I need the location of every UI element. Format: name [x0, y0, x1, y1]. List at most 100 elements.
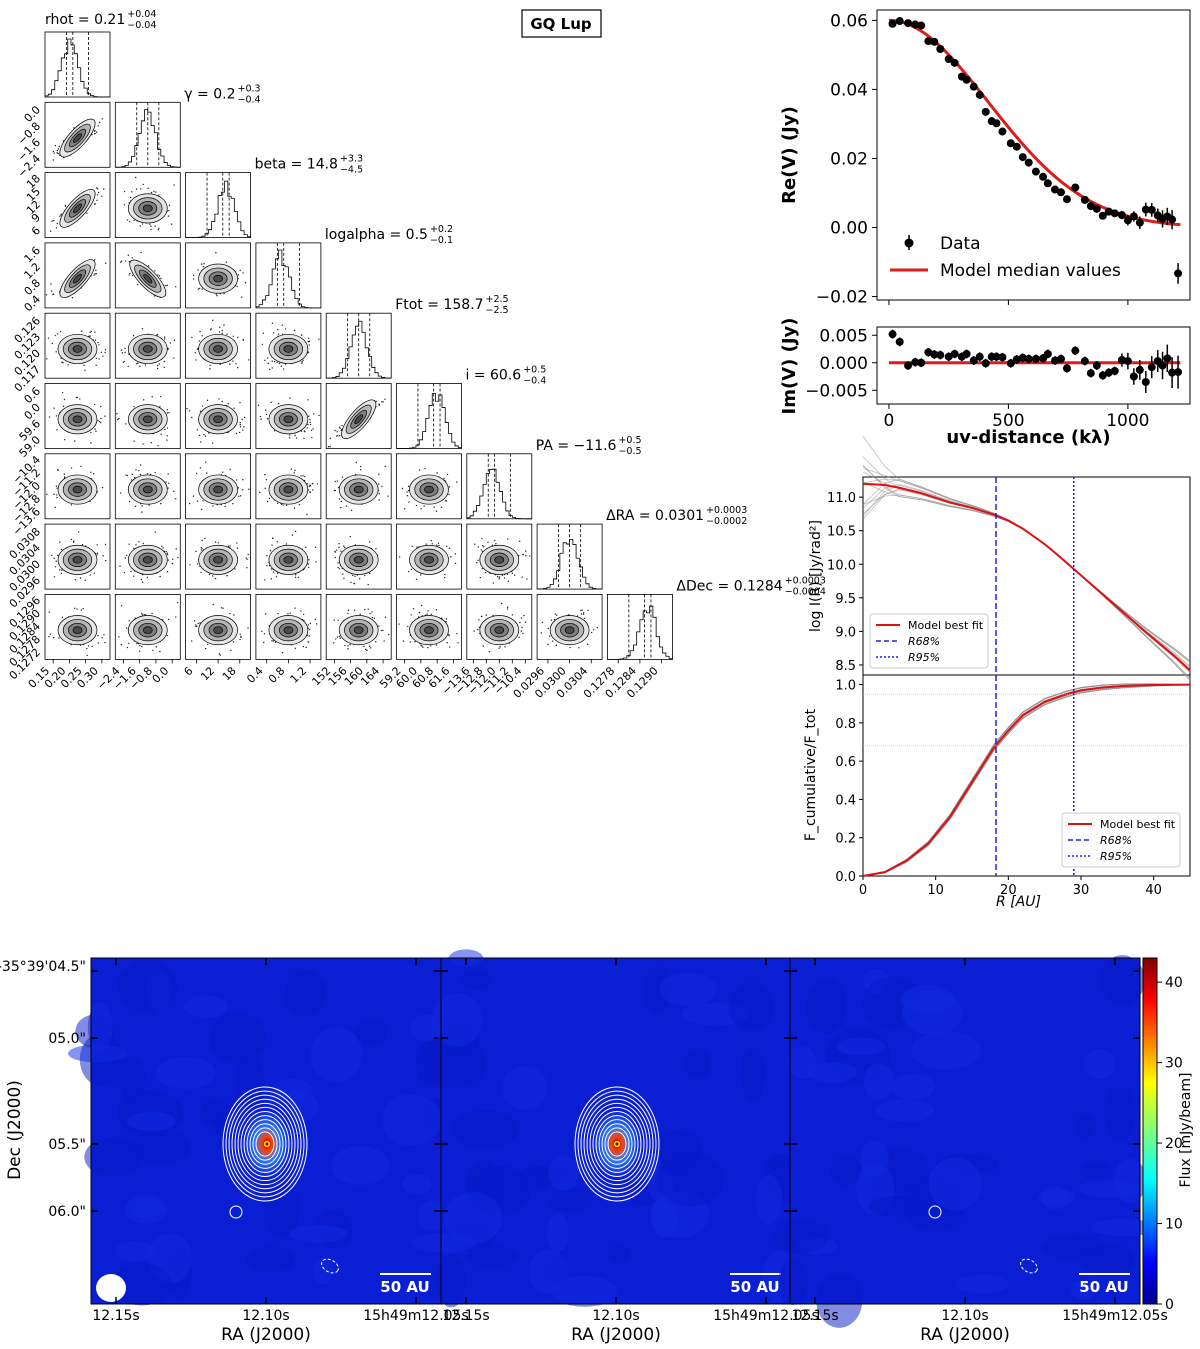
- sample-point: [77, 397, 78, 398]
- contour-level: [284, 416, 293, 423]
- sample-point: [266, 479, 267, 480]
- logI-legend-r68-label: R68%: [908, 635, 940, 648]
- im-data-point: [1111, 367, 1119, 375]
- im-data-point: [1025, 355, 1033, 363]
- sample-point: [189, 410, 190, 411]
- sample-point: [82, 544, 83, 545]
- sample-point: [303, 646, 304, 647]
- colorbar: [1143, 958, 1157, 1304]
- sample-point: [96, 187, 97, 188]
- sample-point: [228, 546, 229, 547]
- contour-level: [424, 556, 433, 563]
- sample-point: [236, 542, 237, 543]
- sample-point: [581, 613, 582, 614]
- im-data-point: [1159, 362, 1167, 370]
- sample-point: [126, 555, 127, 556]
- sample-point: [382, 630, 383, 631]
- sample-point: [125, 423, 126, 424]
- contour-logalpha-vs-Ftot: [256, 313, 321, 378]
- sample-point: [294, 330, 295, 331]
- sample-point: [173, 357, 174, 358]
- contour-rhot-vs-logalpha: [45, 243, 110, 308]
- sample-point: [414, 641, 415, 642]
- re-data-point: [976, 91, 984, 99]
- sample-point: [290, 613, 291, 614]
- sample-point: [444, 577, 445, 578]
- contour-gamma-vs-PA: [115, 454, 180, 519]
- sample-point: [363, 646, 364, 647]
- sample-point: [307, 399, 308, 400]
- sample-point: [497, 576, 498, 577]
- sample-point: [448, 494, 449, 495]
- sample-point: [194, 620, 195, 621]
- sample-point: [147, 473, 148, 474]
- sample-point: [58, 470, 59, 471]
- sample-point: [119, 566, 120, 567]
- sample-point: [221, 607, 222, 608]
- noise-patch: [467, 1246, 518, 1267]
- sample-point: [167, 554, 168, 555]
- sample-point: [142, 582, 143, 583]
- sample-point: [481, 616, 482, 617]
- sample-point: [78, 531, 79, 532]
- im-data-point: [1174, 368, 1182, 376]
- sample-point: [340, 637, 341, 638]
- contour-level: [284, 556, 293, 563]
- ra-tick-label: 12.15s: [442, 1308, 489, 1324]
- sample-point: [433, 506, 434, 507]
- sample-point: [432, 543, 433, 544]
- sample-point: [132, 474, 133, 475]
- sample-point: [523, 554, 524, 555]
- dec-tick-label: 05.0": [48, 1031, 86, 1047]
- im-data-point: [1093, 362, 1101, 370]
- sample-point: [402, 488, 403, 489]
- sample-point: [165, 285, 166, 286]
- sample-point: [272, 367, 273, 368]
- sample-point: [289, 437, 290, 438]
- im-data-point: [998, 353, 1006, 361]
- sample-point: [140, 474, 141, 475]
- sample-point: [304, 476, 305, 477]
- cum-y-axis-label: F_cumulative/F_tot: [803, 708, 819, 841]
- noise-patch: [548, 1155, 578, 1191]
- sample-point: [97, 125, 98, 126]
- sample-point: [387, 496, 388, 497]
- sample-point: [158, 194, 159, 195]
- contour-level: [284, 486, 293, 493]
- sample-point: [55, 335, 56, 336]
- sample-point: [124, 348, 125, 349]
- sample-point: [138, 541, 139, 542]
- sample-point: [53, 151, 54, 152]
- sample-point: [94, 204, 95, 205]
- sample-point: [64, 399, 65, 400]
- sample-point: [149, 223, 150, 224]
- sample-point: [411, 614, 412, 615]
- contour-level: [214, 275, 223, 282]
- sample-point: [59, 541, 60, 542]
- sample-point: [478, 546, 479, 547]
- sample-point: [271, 402, 272, 403]
- sample-point: [51, 220, 52, 221]
- sample-point: [294, 435, 295, 436]
- sample-point: [201, 540, 202, 541]
- param-plus-dRA: +0.0003: [706, 505, 747, 516]
- map-panel-residual: 50 AU12.15s 12.10s 15h49m12.05sRA (J2000): [772, 955, 1167, 1345]
- sample-point: [264, 474, 265, 475]
- x-tick-label: 0: [884, 411, 895, 431]
- sample-point: [207, 400, 208, 401]
- sample-point: [56, 351, 57, 352]
- sample-point: [89, 335, 90, 336]
- param-plus-PA: +0.5: [618, 435, 641, 446]
- sample-point: [168, 619, 169, 620]
- sample-point: [307, 424, 308, 425]
- sample-point: [295, 648, 296, 649]
- sample-point: [53, 159, 54, 160]
- noise-patch: [651, 1203, 677, 1238]
- sample-point: [241, 296, 242, 297]
- x-tick-label: 6: [181, 664, 195, 678]
- sample-point: [240, 422, 241, 423]
- sample-point: [130, 571, 131, 572]
- param-title-dRA: ΔRA = 0.0301: [606, 508, 704, 524]
- sample-point: [242, 272, 243, 273]
- sample-point: [583, 612, 584, 613]
